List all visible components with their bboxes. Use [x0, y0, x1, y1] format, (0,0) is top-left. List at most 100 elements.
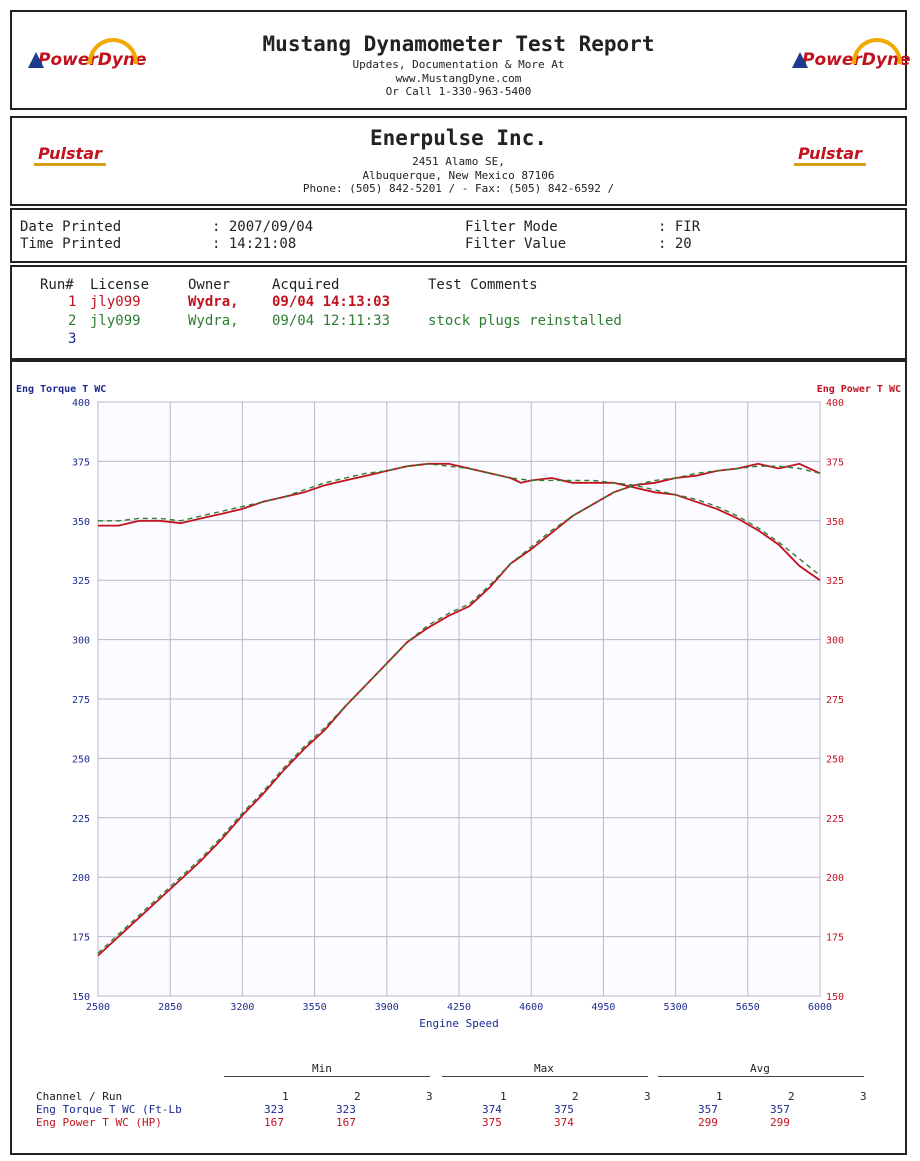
x-tick-label: 3550 — [303, 1002, 327, 1013]
y-left-tick-label: 275 — [72, 695, 90, 706]
company-name: Enerpulse Inc. — [369, 126, 547, 150]
summary-power-max-1: 375 — [482, 1116, 502, 1129]
company-address-2: Albuquerque, New Mexico 87106 — [362, 169, 555, 182]
run-1-acquired: 09/04 14:13:03 — [272, 294, 391, 310]
y-right-tick-label: 200 — [826, 873, 844, 884]
x-tick-label: 3200 — [230, 1002, 254, 1013]
y-right-tick-label: 175 — [826, 933, 844, 944]
filter-value-value: : 20 — [658, 236, 692, 252]
y-right-tick-label: 400 — [826, 398, 844, 409]
x-tick-label: 4600 — [519, 1002, 543, 1013]
summary-avg-rule — [658, 1076, 864, 1077]
pulstar-logo-right: Pulstar — [794, 144, 866, 166]
time-printed-value: : 14:21:08 — [212, 236, 297, 252]
run-2-number: 2 — [68, 313, 77, 329]
x-tick-label: 2500 — [86, 1002, 110, 1013]
summary-min-rule — [224, 1076, 430, 1077]
y-right-tick-label: 275 — [826, 695, 844, 706]
header-line-2: www.MustangDyne.com — [395, 72, 522, 85]
x-tick-label: 2850 — [158, 1002, 182, 1013]
run-2-license: jly099 — [90, 313, 141, 329]
summary-power-avg-1: 299 — [698, 1116, 718, 1129]
powerdyne-logo-right: PowerDyne — [792, 38, 911, 70]
y-left-tick-label: 375 — [72, 457, 90, 468]
summary-max-col-2: 2 — [572, 1090, 579, 1103]
date-printed-value: : 2007/09/04 — [212, 219, 314, 235]
summary-torque-avg-1: 357 — [698, 1103, 718, 1116]
summary-min-col-3: 3 — [426, 1090, 433, 1103]
x-tick-label: 6000 — [808, 1002, 832, 1013]
y-left-tick-label: 300 — [72, 636, 90, 647]
series-line-run1-power — [97, 462, 821, 957]
report-title: Mustang Dynamometer Test Report — [262, 32, 655, 56]
header-line-3: Or Call 1-330-963-5400 — [385, 85, 532, 98]
series-line-run2-power — [97, 465, 821, 954]
y-right-tick-label: 375 — [826, 457, 844, 468]
summary-torque-min-1: 323 — [264, 1103, 284, 1116]
y-left-tick-label: 225 — [72, 814, 90, 825]
summary-power-max-2: 374 — [554, 1116, 574, 1129]
y-left-tick-label: 200 — [72, 873, 90, 884]
filter-value-label: Filter Value — [465, 236, 567, 252]
y-right-tick-label: 350 — [826, 517, 844, 528]
y-left-tick-label: 325 — [72, 576, 90, 587]
x-tick-label: 4950 — [591, 1002, 615, 1013]
summary-power-avg-2: 299 — [770, 1116, 790, 1129]
y-left-tick-label: 250 — [72, 754, 90, 765]
filter-mode-value: : FIR — [658, 219, 701, 235]
chart-panel: Eng Torque T WC Eng Power T WC 2500 2850 3… — [10, 360, 907, 1155]
summary-power-min-1: 167 — [264, 1116, 284, 1129]
summary-channel-label: Channel / Run — [36, 1090, 123, 1103]
company-address-1: 2451 Alamo SE, — [412, 155, 505, 168]
summary-max-col-1: 1 — [500, 1090, 507, 1103]
y-left-tick-label: 175 — [72, 933, 90, 944]
summary-avg-col-1: 1 — [716, 1090, 723, 1103]
x-tick-label: 5650 — [736, 1002, 760, 1013]
y-right-tick-label: 325 — [826, 576, 844, 587]
filter-mode-label: Filter Mode — [465, 219, 558, 235]
y-axis-right-label: Eng Power T WC — [817, 384, 901, 395]
report-header: PowerDyne Mustang Dynamometer Test Repor… — [10, 10, 911, 110]
runs-header-owner: Owner — [188, 277, 231, 293]
runs-header-license: License — [90, 277, 150, 293]
summary-min-header: Min — [312, 1062, 332, 1075]
summary-avg-header: Avg — [750, 1062, 770, 1075]
x-axis-label: Engine Speed — [419, 1017, 498, 1030]
summary-min-col-2: 2 — [354, 1090, 361, 1103]
summary-torque-label: Eng Torque T WC (Ft-Lb — [36, 1103, 182, 1116]
x-tick-label: 3900 — [375, 1002, 399, 1013]
summary-torque-min-2: 323 — [336, 1103, 356, 1116]
runs-header-acquired: Acquired — [272, 277, 340, 293]
date-printed-label: Date Printed — [20, 219, 122, 235]
x-tick-label: 4250 — [447, 1002, 471, 1013]
run-3-number: 3 — [68, 331, 77, 347]
summary-torque-max-2: 375 — [554, 1103, 574, 1116]
y-axis-left-label: Eng Torque T WC — [16, 384, 106, 395]
run-1-number: 1 — [68, 294, 77, 310]
dyno-chart: Eng Torque T WC Eng Power T WC 2500 2850 3… — [16, 384, 901, 1030]
x-tick-label: 5300 — [664, 1002, 688, 1013]
run-1-license: jly099 — [90, 294, 141, 310]
company-header: Pulstar Enerpulse Inc. 2451 Alamo SE, Al… — [10, 116, 907, 206]
y-right-tick-label: 225 — [826, 814, 844, 825]
y-left-tick-label: 400 — [72, 398, 90, 409]
summary-min-col-1: 1 — [282, 1090, 289, 1103]
y-left-tick-label: 150 — [72, 992, 90, 1003]
summary-max-col-3: 3 — [644, 1090, 651, 1103]
runs-header-comments: Test Comments — [428, 277, 538, 293]
run-2-owner: Wydra, — [188, 313, 239, 329]
y-left-tick-label: 350 — [72, 517, 90, 528]
runs-table: Run# License Owner Acquired Test Comment… — [10, 265, 907, 360]
summary-max-header: Max — [534, 1062, 554, 1075]
powerdyne-logo-left: PowerDyne — [28, 38, 147, 70]
summary-power-min-2: 167 — [336, 1116, 356, 1129]
summary-power-label: Eng Power T WC (HP) — [36, 1116, 162, 1129]
company-phone: Phone: (505) 842-5201 / - Fax: (505) 842… — [302, 182, 615, 195]
header-line-1: Updates, Documentation & More At — [352, 58, 565, 71]
run-2-acquired: 09/04 12:11:33 — [272, 313, 391, 329]
y-right-tick-label: 150 — [826, 992, 844, 1003]
y-right-tick-label: 250 — [826, 754, 844, 765]
summary-max-rule — [442, 1076, 648, 1077]
run-2-comment: stock plugs reinstalled — [428, 313, 622, 329]
pulstar-logo-left: Pulstar — [34, 144, 106, 166]
